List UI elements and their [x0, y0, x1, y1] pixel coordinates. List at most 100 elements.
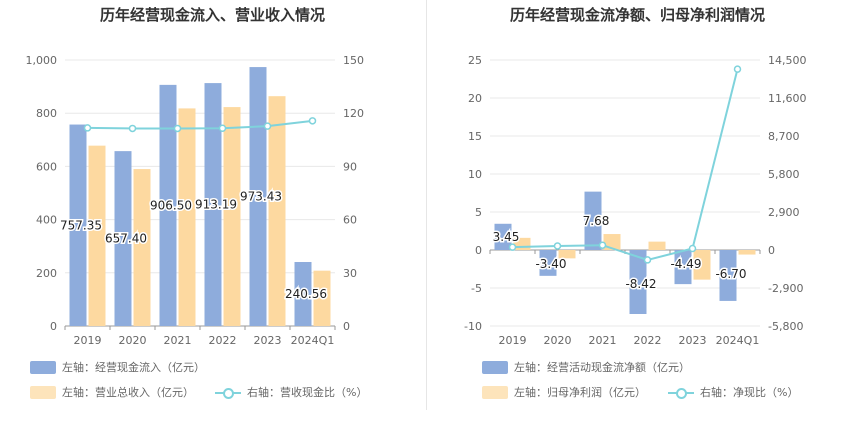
y-right-tick-label: 60 [343, 214, 357, 227]
bar-series-2 [558, 250, 576, 259]
legend-item-net-cash-ratio[interactable]: 右轴：净现比（%） [668, 384, 798, 400]
bar-series-1 [249, 67, 267, 326]
bar-series-2 [648, 241, 666, 250]
line-point [508, 243, 517, 251]
bar-series-2 [693, 250, 711, 280]
bar-series-2 [133, 169, 151, 326]
bar-series-1 [719, 250, 737, 301]
x-tick-label: 2022 [634, 334, 662, 347]
line-point [218, 124, 227, 133]
bar-series-2 [178, 108, 196, 326]
x-tick-label: 2022 [209, 334, 237, 347]
line-point [83, 124, 92, 132]
bar-series-1 [294, 262, 312, 326]
bar-series-1 [204, 83, 222, 326]
y-right-tick-label: 14,500 [768, 54, 807, 67]
legend-label-net-cash-ratio: 右轴：净现比（%） [700, 386, 799, 399]
legend-item-cash-inflow[interactable]: 左轴：经营现金流入（亿元） [30, 359, 205, 375]
line-point [733, 65, 742, 73]
bar-data-label: 913.19 [195, 198, 237, 212]
y-left-tick-label: 600 [36, 160, 57, 173]
chart-title-right: 历年经营现金流净额、归母净利润情况 [509, 6, 765, 24]
chart-svg-left: 0 200 400 600 800 1,000 0 30 60 90 120 150 2019 2020 2… [26, 54, 365, 347]
bar-data-label: -6.70 [715, 267, 746, 281]
legend-swatch-revenue-cash-ratio [215, 386, 241, 399]
bar-series-1 [629, 250, 647, 314]
bar-series-1 [674, 250, 692, 285]
y-right-tick-label: 150 [343, 54, 364, 67]
bar-series-1 [114, 151, 132, 326]
legend-label-revenue-cash-ratio: 右轴：营收现金比（%） [247, 386, 368, 399]
bar-data-label: 240.56 [285, 287, 327, 301]
line-point [173, 124, 182, 133]
bar-series-1 [69, 124, 87, 327]
y-right-tick-label: 90 [343, 160, 357, 173]
x-tick-label: 2020 [119, 334, 147, 347]
line-series [512, 68, 739, 261]
bar-data-label: -3.40 [535, 257, 566, 271]
y-right-tick-label: 11,600 [768, 92, 807, 105]
y-right-tick-label: 30 [343, 267, 357, 280]
y-left-tick-label: 400 [36, 214, 57, 227]
line-point [553, 242, 562, 250]
y-left-tick-label: -10 [464, 320, 482, 333]
line-point [263, 122, 272, 130]
legend-label-revenue: 左轴：营业总收入（亿元） [62, 386, 194, 399]
y-right-tick-label: 2,900 [768, 206, 800, 219]
bar-series-1 [539, 250, 557, 276]
bar-data-label: 3.45 [493, 230, 520, 244]
chart-panel-right: 历年经营现金流净额、归母净利润情况 -10 -5 0 5 10 15 20 25 -5,800-… [425, 0, 850, 437]
bar-series-2 [88, 145, 106, 326]
legend-item-revenue-cash-ratio[interactable]: 右轴：营收现金比（%） [215, 384, 367, 400]
y-left-tick-label: 10 [468, 168, 482, 181]
y-right-tick-label: 120 [343, 107, 364, 120]
legend-swatch-net-cash-flow [482, 360, 508, 374]
legend-item-revenue[interactable]: 左轴：营业总收入（亿元） [30, 384, 194, 400]
legend-swatch-net-cash-ratio [668, 386, 694, 399]
legend-label-cash-inflow: 左轴：经营现金流入（亿元） [62, 361, 205, 374]
y-left-tick-label: 20 [468, 92, 482, 105]
x-tick-label: 2019 [74, 334, 102, 347]
line-point [598, 241, 607, 249]
legend-item-net-cash-flow[interactable]: 左轴：经营活动现金流净额（亿元） [482, 359, 690, 375]
y-left-tick-label: 25 [468, 54, 482, 67]
bar-series-2 [738, 250, 756, 255]
y-left-tick-label: 200 [36, 267, 57, 280]
y-left-tick-label: -5 [471, 282, 482, 295]
y-left-tick-label: 0 [475, 244, 482, 257]
x-tick-label: 2020 [544, 334, 572, 347]
y-right-tick-label: 8,700 [768, 130, 800, 143]
y-right-tick-label: -2,900 [768, 282, 803, 295]
bar-data-label: 757.35 [60, 218, 102, 232]
bar-series-1 [494, 223, 512, 250]
bar-data-label: 906.50 [150, 198, 192, 212]
y-right-tick-label: 0 [768, 244, 775, 257]
bar-series-1 [584, 191, 602, 250]
legend-swatch-revenue [30, 385, 56, 399]
legend-label-net-cash-flow: 左轴：经营活动现金流净额（亿元） [514, 361, 690, 374]
y-right-tick-label: 5,800 [768, 168, 800, 181]
bar-series-2 [268, 96, 286, 327]
y-left-tick-label: 15 [468, 130, 482, 143]
line-point [128, 124, 137, 133]
y-left-tick-label: 5 [475, 206, 482, 219]
x-tick-label: 2019 [499, 334, 527, 347]
chart-svg-right: -10 -5 0 5 10 15 20 25 -5,800 -2,900 0 2,900 5,800 8,… [464, 54, 807, 347]
y-left-tick-label: 1,000 [26, 54, 58, 67]
legend-swatch-net-profit [482, 385, 508, 399]
bar-data-label: 657.40 [105, 232, 147, 246]
line-series [87, 119, 313, 130]
line-point [643, 256, 652, 264]
x-tick-label: 2024Q1 [291, 334, 335, 347]
chart-panel-left: 历年经营现金流入、营业收入情况 0 200 400 600 800 1,000 0 30 60 9… [26, 6, 368, 400]
y-right-tick-label: 0 [343, 320, 350, 333]
x-tick-label: 2023 [254, 334, 282, 347]
y-left-tick-label: 0 [50, 320, 57, 333]
line-point [308, 117, 317, 125]
bar-series-2 [223, 107, 241, 326]
legend-item-net-profit[interactable]: 左轴：归母净利润（亿元） [482, 384, 646, 400]
bar-data-label: -4.49 [670, 257, 701, 271]
x-tick-label: 2021 [589, 334, 617, 347]
bar-data-label: 973.43 [240, 190, 282, 204]
